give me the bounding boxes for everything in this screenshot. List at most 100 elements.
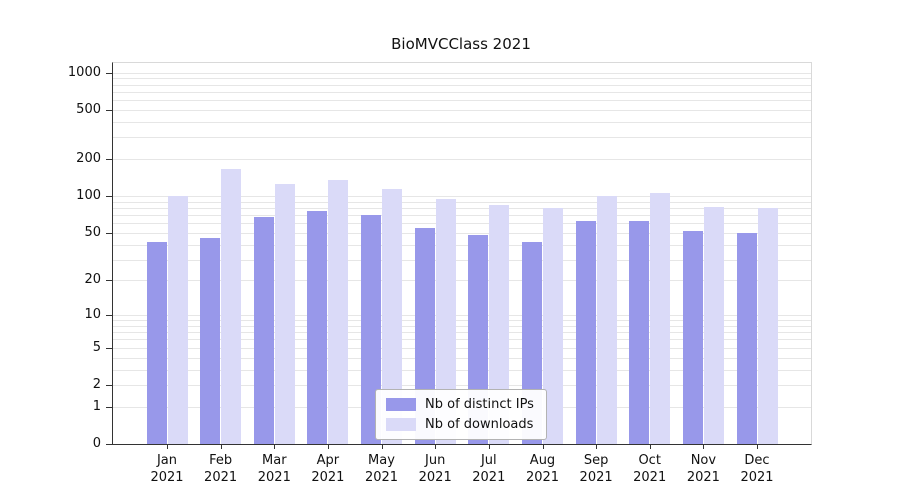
x-axis-label-feb: Feb 2021 <box>204 453 238 485</box>
gridline <box>113 357 811 359</box>
x-tick <box>757 444 758 449</box>
gridline <box>113 137 811 139</box>
gridline <box>113 78 811 80</box>
plot-area: Nb of distinct IPs Nb of downloads Jan 20… <box>68 62 812 485</box>
y-axis-tick-label: 500 <box>76 102 101 117</box>
x-tick <box>167 444 168 449</box>
gridline <box>113 91 811 93</box>
x-axis-label-oct: Oct 2021 <box>633 453 667 485</box>
y-tick <box>106 280 113 282</box>
bar-distinct-ips-may <box>361 215 381 444</box>
gridline <box>113 320 811 322</box>
gridline <box>113 347 811 349</box>
x-axis-label-may: May 2021 <box>364 453 399 485</box>
x-axis-label-jan: Jan 2021 <box>150 453 184 485</box>
bar-downloads-sep <box>596 196 617 444</box>
bar-distinct-ips-dec <box>736 232 757 444</box>
x-axis-label-apr: Apr 2021 <box>311 453 345 485</box>
x-axis-label-sep: Sep 2021 <box>579 453 613 485</box>
gridline <box>113 207 811 209</box>
x-tick <box>381 444 383 449</box>
x-tick <box>488 444 490 449</box>
x-tick <box>435 444 437 449</box>
y-axis-tick-label: 1 <box>92 398 101 414</box>
y-tick <box>106 196 113 197</box>
y-tick <box>106 110 113 111</box>
gridline <box>113 72 811 74</box>
x-tick <box>649 444 651 449</box>
bar-downloads-aug <box>543 207 563 444</box>
bar-downloads-apr <box>328 180 349 444</box>
y-tick <box>106 347 113 349</box>
gridline <box>113 121 811 123</box>
x-tick <box>703 444 705 449</box>
gridline <box>113 84 811 86</box>
bar-distinct-ips-jan <box>146 241 167 444</box>
bar-distinct-ips-oct <box>629 220 650 444</box>
gridline <box>113 223 811 225</box>
x-tick <box>274 444 276 449</box>
y-tick <box>106 72 113 74</box>
legend-label-downloads: Nb of downloads <box>425 417 534 432</box>
gridline <box>113 110 811 111</box>
x-axis-label-jun: Jun 2021 <box>418 453 452 485</box>
gridline <box>113 325 811 327</box>
bar-distinct-ips-sep <box>575 220 596 444</box>
y-axis-tick-label: 5 <box>92 339 101 355</box>
gridline <box>113 280 811 282</box>
legend-item-distinct-ips: Nb of distinct IPs <box>386 397 534 412</box>
x-axis-label-mar: Mar 2021 <box>257 453 291 485</box>
y-axis-tick-label: 10 <box>84 307 101 323</box>
x-tick <box>327 444 329 449</box>
y-axis-tick-label: 1000 <box>67 64 101 80</box>
gridline <box>113 232 811 234</box>
legend-label-distinct-ips: Nb of distinct IPs <box>425 397 534 412</box>
y-tick <box>106 232 113 234</box>
bar-distinct-ips-feb <box>200 238 221 444</box>
gridline <box>113 159 811 160</box>
bar-downloads-mar <box>274 184 295 444</box>
y-tick <box>106 406 113 408</box>
x-axis-label-dec: Dec 2021 <box>740 453 774 485</box>
y-tick <box>106 444 113 445</box>
y-tick <box>106 159 113 160</box>
x-axis-label-jul: Jul 2021 <box>472 453 506 485</box>
y-axis-tick-label: 0 <box>92 436 101 451</box>
legend-item-downloads: Nb of downloads <box>386 417 534 432</box>
x-tick <box>220 444 222 449</box>
gridline <box>113 315 811 317</box>
legend-swatch-downloads <box>386 418 416 431</box>
x-tick <box>542 444 544 449</box>
y-axis-tick-label: 2 <box>92 377 101 392</box>
bar-downloads-jun <box>435 199 456 444</box>
y-tick <box>106 385 113 386</box>
bar-downloads-jul <box>489 204 510 444</box>
y-tick <box>106 315 113 317</box>
gridline <box>113 369 811 371</box>
bar-downloads-dec <box>757 207 778 444</box>
x-tick <box>596 444 598 449</box>
bar-downloads-jan <box>167 196 188 444</box>
bar-distinct-ips-nov <box>682 230 703 444</box>
bar-downloads-feb <box>221 169 242 444</box>
y-axis-tick-label: 20 <box>84 272 101 288</box>
gridline <box>113 201 811 203</box>
gridline <box>113 332 811 334</box>
x-axis-label-aug: Aug 2021 <box>525 453 560 485</box>
gridline <box>113 385 811 386</box>
gridline <box>113 259 811 261</box>
x-axis-label-nov: Nov 2021 <box>686 453 720 485</box>
y-axis-tick-label: 200 <box>76 151 101 166</box>
gridline <box>113 100 811 102</box>
gridline <box>113 244 811 246</box>
y-axis-tick-label: 100 <box>76 188 101 203</box>
gridline <box>113 339 811 341</box>
bar-distinct-ips-mar <box>253 217 274 444</box>
legend-swatch-distinct-ips <box>386 398 416 411</box>
chart-title: BioMVCClass 2021 <box>391 35 531 53</box>
bar-distinct-ips-apr <box>307 210 328 444</box>
gridline <box>113 196 811 197</box>
legend: Nb of distinct IPs Nb of downloads <box>375 389 547 440</box>
y-axis-tick-label: 50 <box>84 224 101 240</box>
